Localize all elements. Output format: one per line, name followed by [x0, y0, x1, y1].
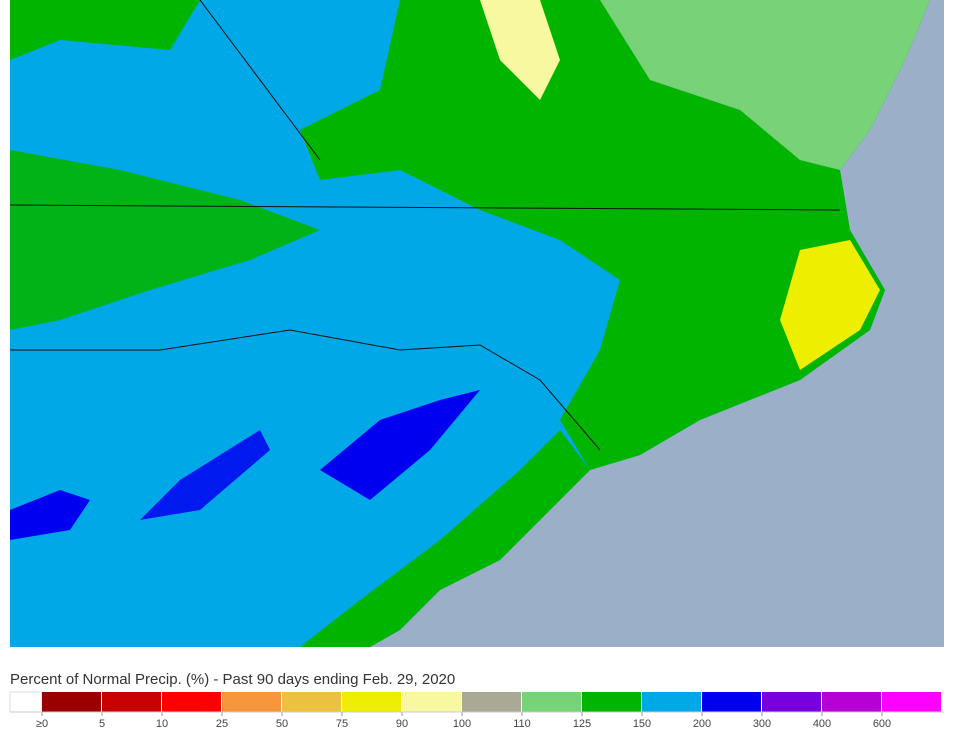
- legend-label: 10: [156, 718, 168, 730]
- region-green: [10, 0, 200, 60]
- legend-swatch: [642, 692, 701, 712]
- region-yellow: [780, 240, 880, 370]
- legend-swatch: [102, 692, 161, 712]
- map: [9, 0, 944, 647]
- region-blue: [320, 390, 480, 500]
- legend-label: 100: [453, 718, 471, 730]
- legend-swatch: [222, 692, 281, 712]
- legend-label: 5: [99, 718, 105, 730]
- state-borders: [9, 0, 841, 451]
- legend-swatch: [702, 692, 761, 712]
- legend-swatch: [282, 692, 341, 712]
- legend-label: 50: [276, 718, 288, 730]
- legend-label: 600: [873, 718, 891, 730]
- legend-swatch: [42, 692, 101, 712]
- region-lightgreen: [600, 0, 930, 170]
- legend-title: Percent of Normal Precip. (%) - Past 90 …: [10, 671, 455, 688]
- region-lightyellow: [480, 0, 560, 100]
- legend-swatch: [882, 692, 941, 712]
- legend-label: 90: [396, 718, 408, 730]
- legend-swatch: [402, 692, 461, 712]
- region-green: [10, 150, 320, 330]
- legend-swatch: [522, 692, 581, 712]
- legend-swatch: [462, 692, 521, 712]
- legend-swatch: [342, 692, 401, 712]
- legend: ≥0 5 10 25 50 75 90 100 110 125 150 200 300 400 600: [9, 691, 944, 730]
- legend-swatch: [582, 692, 641, 712]
- legend-label: 400: [813, 718, 831, 730]
- legend-swatch: [162, 692, 221, 712]
- legend-label: 75: [336, 718, 348, 730]
- legend-label: 150: [633, 718, 651, 730]
- legend-label: 200: [693, 718, 711, 730]
- legend-label: ≥0: [36, 718, 48, 730]
- legend-swatch-blank: [9, 691, 43, 713]
- region-green: [300, 430, 590, 647]
- legend-label: 300: [753, 718, 771, 730]
- legend-label: 110: [513, 718, 531, 730]
- legend-swatch: [762, 692, 821, 712]
- legend-label: 125: [573, 718, 591, 730]
- region-blue: [140, 430, 270, 520]
- legend-label: 25: [216, 718, 228, 730]
- region-blue: [10, 490, 90, 540]
- legend-swatch: [822, 692, 881, 712]
